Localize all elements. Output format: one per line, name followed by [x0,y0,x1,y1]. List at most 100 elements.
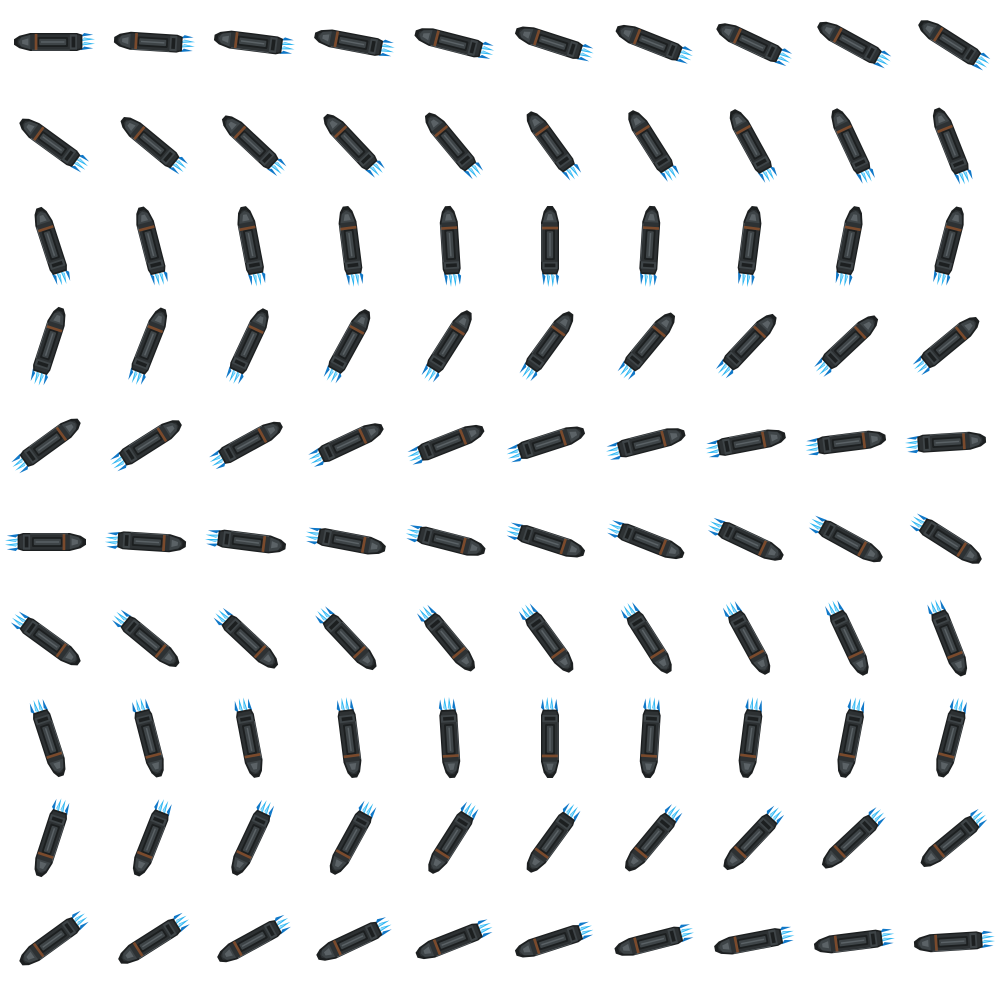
ship-hull [217,920,282,963]
ship-hull [322,613,377,671]
sprite-frame [200,200,300,300]
ship-sprite [29,698,66,778]
ship-hull [540,709,560,779]
thruster-flames [872,50,892,69]
thruster-flames [168,156,188,175]
ship-sprite [814,315,879,377]
ship-sprite [323,113,385,178]
ship-hull [716,23,783,63]
ship-hull [19,917,81,966]
thruster-flames [639,272,657,288]
sprite-frame [300,697,400,800]
ship-sprite [526,111,582,181]
thruster-flames [460,801,479,821]
thruster-flames [69,154,90,173]
ship-sprite [912,316,980,376]
ship-sprite [439,205,462,288]
ship-sprite [421,310,472,383]
ship-sprite [723,805,785,871]
sprite-frame [800,300,900,400]
ship-sprite [323,309,371,384]
ship-sprite [132,697,164,778]
ship-sprite [128,307,168,385]
ship-hull [134,708,164,778]
ship-hull [723,813,778,871]
sprite-frame [400,600,500,700]
thruster-flames [904,435,920,454]
ship-sprite [624,804,683,872]
sprite-frame [700,200,800,300]
sprite-frame [100,400,200,500]
ship-hull [34,206,67,276]
sprite-frame [600,300,700,400]
thruster-flames [519,361,538,382]
ship-sprite [920,808,988,868]
sprite-frame [600,200,700,300]
sprite-frame [600,500,700,600]
ship-hull [120,116,180,169]
ship-sprite [617,312,676,380]
sprite-frame [100,100,200,200]
thruster-flames [10,611,31,630]
sprite-frame [300,100,400,200]
ship-sprite [217,914,291,963]
sprite-frame [500,696,600,800]
ship-sprite [737,205,762,287]
sprite-frame [500,600,600,700]
sprite-frame [300,400,400,500]
ship-sprite [605,428,686,460]
thruster-flames [949,697,967,715]
ship-hull [120,615,180,668]
thruster-flames [909,513,929,532]
thruster-flames [506,522,524,540]
ship-hull [918,20,982,66]
sprite-frame [200,697,300,800]
sprite-frame [300,0,400,100]
thruster-flames [805,437,821,456]
sprite-frame [500,300,600,400]
sprite-frame [700,300,800,400]
ship-sprite [526,802,581,873]
ship-hull [213,30,284,55]
thruster-flames [336,697,355,713]
ship-sprite [933,206,964,287]
sprite-frame [700,0,800,100]
thruster-flames [279,37,295,54]
thruster-flames [104,531,120,549]
ship-hull [525,611,574,673]
sprite-frame [800,697,900,800]
ship-hull [818,520,883,563]
ship-sprite [110,420,182,472]
sprite-frame [900,300,1000,400]
ship-sprite [120,116,188,175]
sprite-frame [800,600,900,700]
ship-sprite [909,513,982,564]
ship-sprite [540,696,560,779]
sprite-frame [300,600,400,700]
sprite-frame [200,0,300,100]
ship-sprite [34,798,70,878]
ship-sprite [514,26,594,62]
ship-hull [417,424,485,461]
sprite-frame [100,500,200,600]
ship-sprite [813,928,895,954]
ship-sprite [817,21,892,69]
sprite-frame [900,697,1000,800]
thruster-flames [980,930,996,949]
ship-sprite [913,930,996,953]
ship-hull [131,307,168,375]
ship-hull [34,808,67,878]
sprite-frame [600,900,700,1000]
sprite-frame [600,600,700,700]
ship-hull [221,115,279,170]
ship-hull [415,923,483,960]
thruster-flames [643,696,661,712]
ship-sprite [639,696,661,779]
ship-sprite [113,31,196,53]
ship-sprite [314,29,395,57]
ship-sprite [13,33,95,51]
sprite-frame [100,799,200,900]
ship-hull [221,614,279,669]
ship-sprite [231,799,275,876]
ship-sprite [837,697,865,778]
